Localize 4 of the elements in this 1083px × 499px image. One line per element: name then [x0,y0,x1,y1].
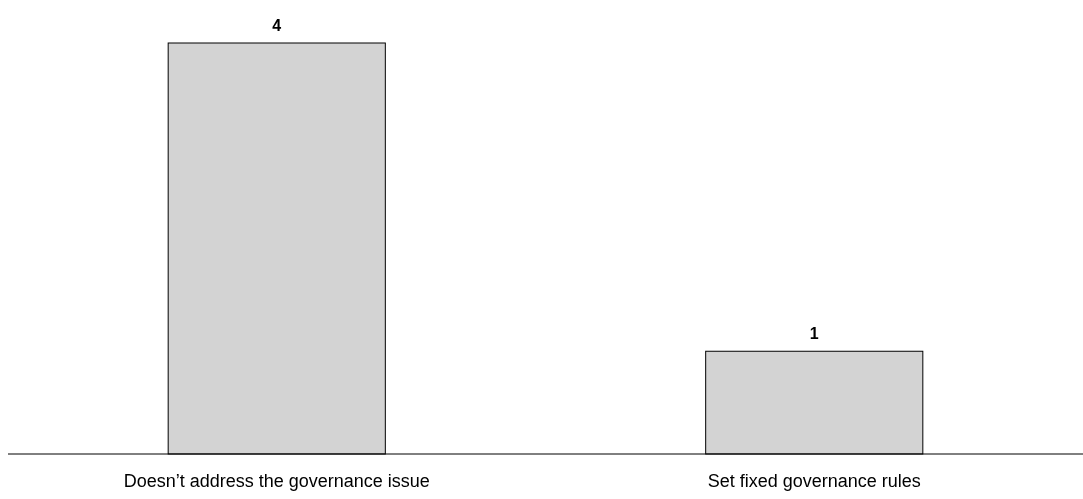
data-label: 4 [272,17,282,34]
x-tick-label: Set fixed governance rules [707,471,921,491]
x-tick-label: Doesn’t address the governance issue [123,471,430,491]
data-label: 1 [809,325,819,343]
